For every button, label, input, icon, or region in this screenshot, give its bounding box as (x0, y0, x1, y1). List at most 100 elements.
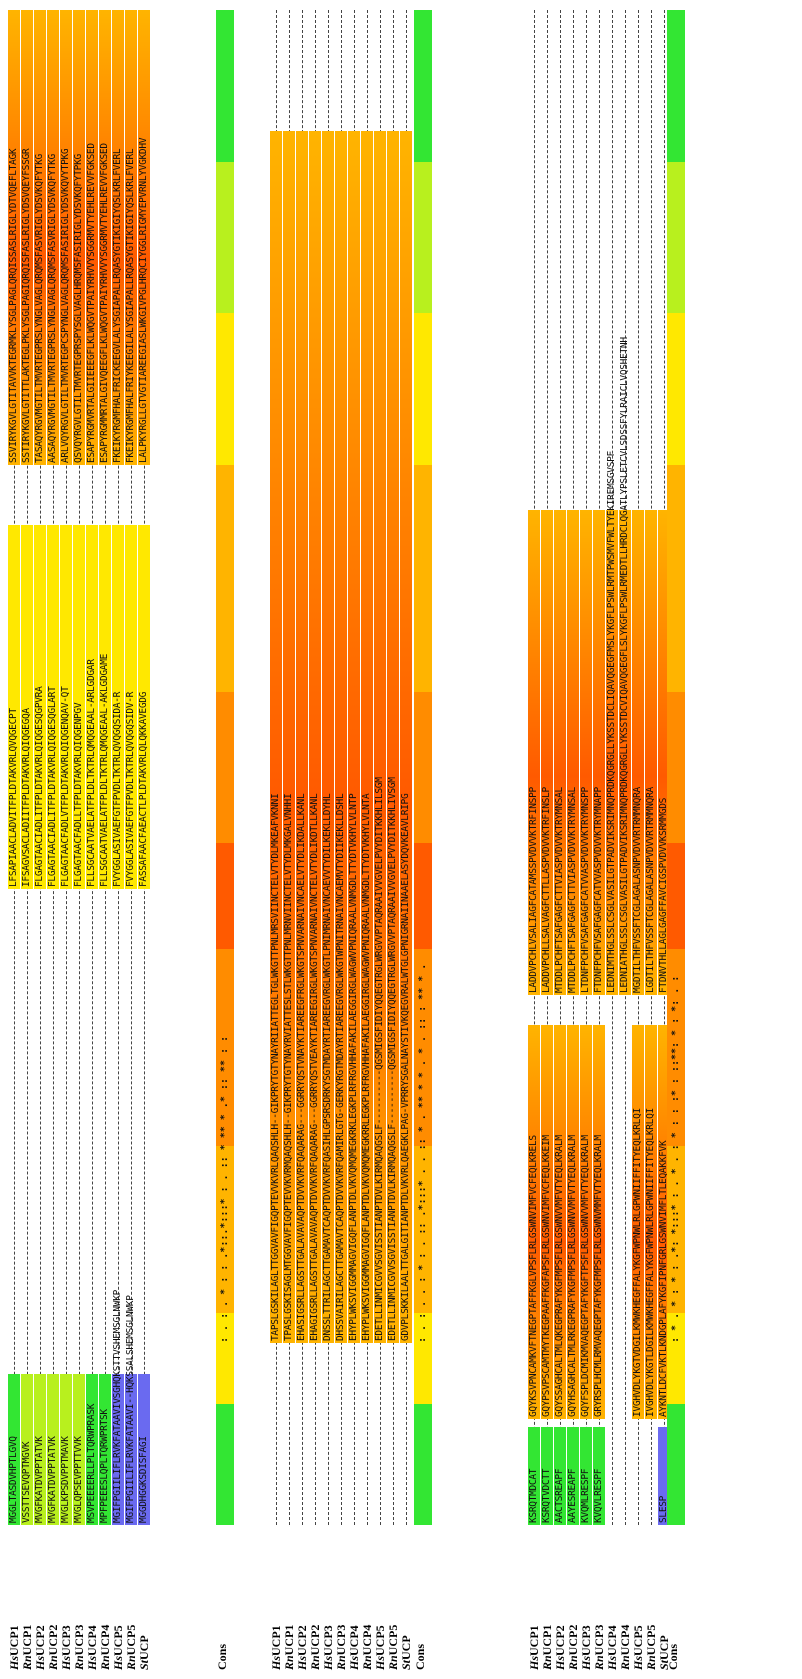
sequence-text: AACTSREAPF (554, 1468, 565, 1523)
alignment-row: MTDDLPCHFTSAFGAGFCTTVIASPVDVVKTRYMNSAL GQ… (554, 10, 568, 1525)
species-name: UCP4 (618, 1624, 632, 1656)
sequence-text: LADDVPCHLLSALVAGFCTTLLASPVDVVKTRFINSLP (541, 786, 552, 993)
sequence-text: DNSSLTTRILAGCTTGAMAVTCAQPTDVVKVRFQASIHLG… (322, 793, 333, 1342)
species-prefix: Hs (59, 1655, 73, 1670)
sequence-segment: FVYGGLASIVAEFGTFPVDLTKTRLQVQGQSIDA-R (112, 525, 124, 889)
consensus-band (667, 1146, 685, 1313)
sequence-text: QSVQYRGVLGTILTMVRTEGPRSPYSGLVAGLHRQMSFAS… (73, 153, 84, 463)
species-label: HsUCP4 (605, 1625, 619, 1670)
species-label: HsUCP5 (373, 1625, 387, 1670)
sequence-text: FLGAGTAACFADLVTFPLDTAKVRLQIQGENQAV-QT (60, 686, 71, 887)
sequence-segment: DNSSLTTRILAGCTTGAMAVTCAQPTDVVKVRFQASIHLG… (322, 131, 334, 1344)
consensus-band (216, 1312, 234, 1404)
sequence-segment: TAPSLGSKILAGLTTGGVAVFIGQPTEVVKVRLQAQSHLH… (270, 131, 282, 1344)
species-label: RnUCP1 (540, 1625, 554, 1670)
consensus-band (414, 464, 432, 692)
species-prefix: Rn (98, 1655, 112, 1670)
sequence-segment: TPASLGSKISAGLMTGGVAVFIGQPTEVVKVRMQAQSHLH… (283, 131, 295, 1344)
sequence-text: FLGAGTAACIADLITFPLDTAKVRLQIQGESQGPVRA (34, 686, 45, 887)
sequence-text: LEDNIATHGLSSLCSGLVASILGTPADVIKSRIMNQPRDK… (619, 336, 630, 993)
species-label: HsUCP5 (631, 1625, 645, 1670)
alignment-row: MGIFPGIILIFLRVKFATAAVI--HQKSSALSHEMSGLNW… (125, 10, 139, 1525)
sequence-text: SSVIRYKGVLGTITAVVKTEGRMKLYSGLPAGLQRQISSA… (8, 148, 19, 463)
sequence-text: KVQMLRESPF (580, 1468, 591, 1523)
sequence-text: GRYRSPLHCMLRMVAQEGPTAFYKGFMPSFLRLGSWNVMM… (593, 1135, 604, 1417)
sequence-segment: GQYHSAGHCALTMLRKEGPRAFYKGFMPSFLRLGSWNVVM… (567, 1025, 579, 1419)
species-prefix: Hs (321, 1655, 335, 1670)
sequence-segment: MVGFKATDVPPTATVK (34, 1373, 46, 1525)
sequence-text: VSSTTSEVQPTMGVK (21, 1441, 32, 1523)
sequence-text: EHYPLWKSVIGGMMAGVIGQFLANPTDLVKVQMQMEGKRR… (361, 793, 372, 1342)
species-name: UCP3 (592, 1624, 606, 1656)
species-label: HsUCP3 (59, 1625, 73, 1670)
sequence-text: EHYPLWKSVIGGMMAGVIGQFLANPTDLVKVQMQMEGKRK… (348, 793, 359, 1342)
species-name: UCP3 (579, 1625, 593, 1656)
species-name: UCP5 (644, 1624, 658, 1656)
species-prefix: St (137, 1659, 151, 1670)
alignment-row: EHYPLWKSVIGGMMAGVIGQFLANPTDLVKVQMQMEGKRK… (348, 10, 362, 1525)
sequence-segment: EHYPLWKSVIGGMMAGVIGQFLANPTDLVKVQMQMEGKRR… (361, 131, 373, 1344)
consensus-band (667, 691, 685, 844)
species-prefix: Rn (644, 1655, 658, 1670)
sequence-text: GDVPLSKKILAALTTGALGITIANPTDLVKVRLQAEGKLP… (400, 793, 411, 1342)
alignment-row: EDETLLINMICGVVSGVISSTIANPTDVLKIRMQAQGSLF… (387, 10, 401, 1525)
sequence-segment: FASSAFAACFAEACTLPLDTAKVRLQLQKKAVEGDG (138, 525, 150, 889)
sequence-segment: KSRQTMDCAT (528, 1426, 540, 1525)
consensus-band (667, 843, 685, 950)
alignment-row: MGGLTASDVHPTLGVQ LFSAPIAACLADVITFPLDTAKVR… (8, 10, 22, 1525)
species-name: UCP (399, 1635, 413, 1660)
species-label: StUCP (399, 1635, 413, 1670)
sequence-text: FLGAGTAACFADLLTFPLDTAKVRLQIQGENPGV (73, 702, 84, 887)
sequence-text: AASAQYRGVMGTILTMVRTEGPRSLYNGLVAGLQRQMSFA… (47, 153, 58, 463)
sequence-segment: MVGLKPSDVPPTMAVK (60, 1373, 72, 1525)
consensus-column: : . : . . : * : . :: .*:::* . . :: * . *… (414, 10, 432, 1525)
sequence-segment: FVYGGLASIVAEFGTFPVDLTKTRLQVQGQSIDV-R (125, 525, 137, 889)
sequence-text: GQYKSVPNCAMKVFTNEGPTAFFKGLVPSFLRLGSWNVIM… (528, 1135, 539, 1417)
sequence-segment: LTDNFPCHFVSAFGAGFCATVVASPVDVVKTRYMNSPP (580, 509, 592, 995)
sequence-segment: ESAPYRGMVRTALGIIEEEGFLKLWQGVTPAIYRHVVYSG… (86, 10, 98, 465)
species-label: HsUCP4 (347, 1625, 361, 1670)
species-name: UCP3 (72, 1624, 86, 1656)
species-label: RnUCP1 (20, 1625, 34, 1670)
sequence-segment: AAYESREAPF (567, 1426, 579, 1525)
sequence-segment: SSTIRYKGVLGTITTLAKTEGLPKLYSGLPAGIQRQISFA… (21, 10, 33, 465)
species-prefix: Hs (111, 1655, 125, 1670)
sequence-segment: GQYPSVPSCAMTMYTKEGPAAFFKGFAPSFLRLGSWNVIM… (541, 1025, 553, 1419)
species-prefix: Hs (295, 1655, 309, 1670)
species-prefix: Rn (566, 1655, 580, 1670)
alignment-row: MVGLKPSDVPPTMAVK FLGAGTAACFADLVTFPLDTAKVR… (60, 10, 74, 1525)
species-prefix: Hs (527, 1655, 541, 1670)
sequence-text: GQYHSAGHCALTMLRKEGPRAFYKGFMPSFLRLGSWNVVM… (567, 1135, 578, 1417)
species-name: UCP5 (111, 1625, 125, 1656)
consensus-symbols: : * . * : * : .*: *:::* : . * . : * : : … (670, 975, 681, 1344)
sequence-segment: VSSTTSEVQPTMGVK (21, 1373, 33, 1525)
sequence-text: FKEIKYRGMFHALFRIYKEEGILALYSGIAPALLRQASYG… (125, 148, 136, 463)
sequence-segment: GQYSSAGHCALTMLQKEGPRAFYKGFMPSFLRLGSWNVVM… (554, 1025, 566, 1419)
species-label: RnUCP2 (308, 1625, 322, 1670)
alignment-row: TPASLGSKISAGLMTGGVAVFIGQPTEVVKVRMQAQSHLH… (283, 10, 297, 1525)
sequence-segment: EHASIGSRLLAGSTTGALAVAVAQPTDVVKVRFQAQARAG… (296, 131, 308, 1344)
consensus-band (414, 161, 432, 313)
sequence-segment: FKEIKYRGMFHALFRIYKEEGILALYSGIAPALLRQASYG… (125, 10, 137, 465)
species-name: UCP5 (373, 1625, 387, 1656)
consensus-band (414, 843, 432, 950)
sequence-text: LGDTILTHFVSSFTCGLAGALASNPVDVVRTRMMNQRA (645, 786, 656, 993)
sequence-segment: MGIFPGIILIFLRVKFATAAVI--HQKSSALSHEMSGLNW… (125, 1295, 137, 1525)
species-prefix: Hs (7, 1655, 21, 1670)
sequence-text: MGGLTASDVHPTLGVQ (8, 1436, 19, 1523)
sequence-text: FASSAFAACFAEACTLPLDTAKVRLQLQKKAVEGDG (138, 691, 149, 887)
alignment-row: FTDNFPCHFVSAFGAGFCATVVASPVDVVKTRYMNAPP GR… (593, 10, 607, 1525)
species-label: HsUCP2 (33, 1625, 47, 1670)
sequence-segment: GQYFSPLDCMIKMVAQEGPTAFYKGFTPSFLRLGSWNVVM… (580, 1025, 592, 1419)
species-name: UCP2 (33, 1625, 47, 1656)
species-name: UCP4 (98, 1624, 112, 1656)
species-name: UCP1 (527, 1625, 541, 1656)
sequence-segment: LFSAPIAACLADVITFPLDTAKVRLQVQGECPT (8, 525, 20, 889)
species-name: UCP4 (85, 1625, 99, 1656)
alignment-row: DNSSLTTRILAGCTTGAMAVTCAQPTDVVKVRFQASIHLG… (322, 10, 336, 1525)
species-label: HsUCP4 (85, 1625, 99, 1670)
sequence-text: MTDDLPCHFTSAFGAGFCTTVIASPVDVVKTRYMNSAL (567, 786, 578, 993)
sequence-segment: EDETLLINMICGVVSGVISSTIANPTDVLKIRMQAQGSLF… (387, 131, 399, 1344)
sequence-text: FVYGGLASIVAEFGTFPVDLTKTRLQVQGQSIDA-R (112, 691, 123, 887)
sequence-segment: GRYRSPLHCMLRMVAQEGPTAFYKGFMPSFLRLGSWNVMM… (593, 1025, 605, 1419)
